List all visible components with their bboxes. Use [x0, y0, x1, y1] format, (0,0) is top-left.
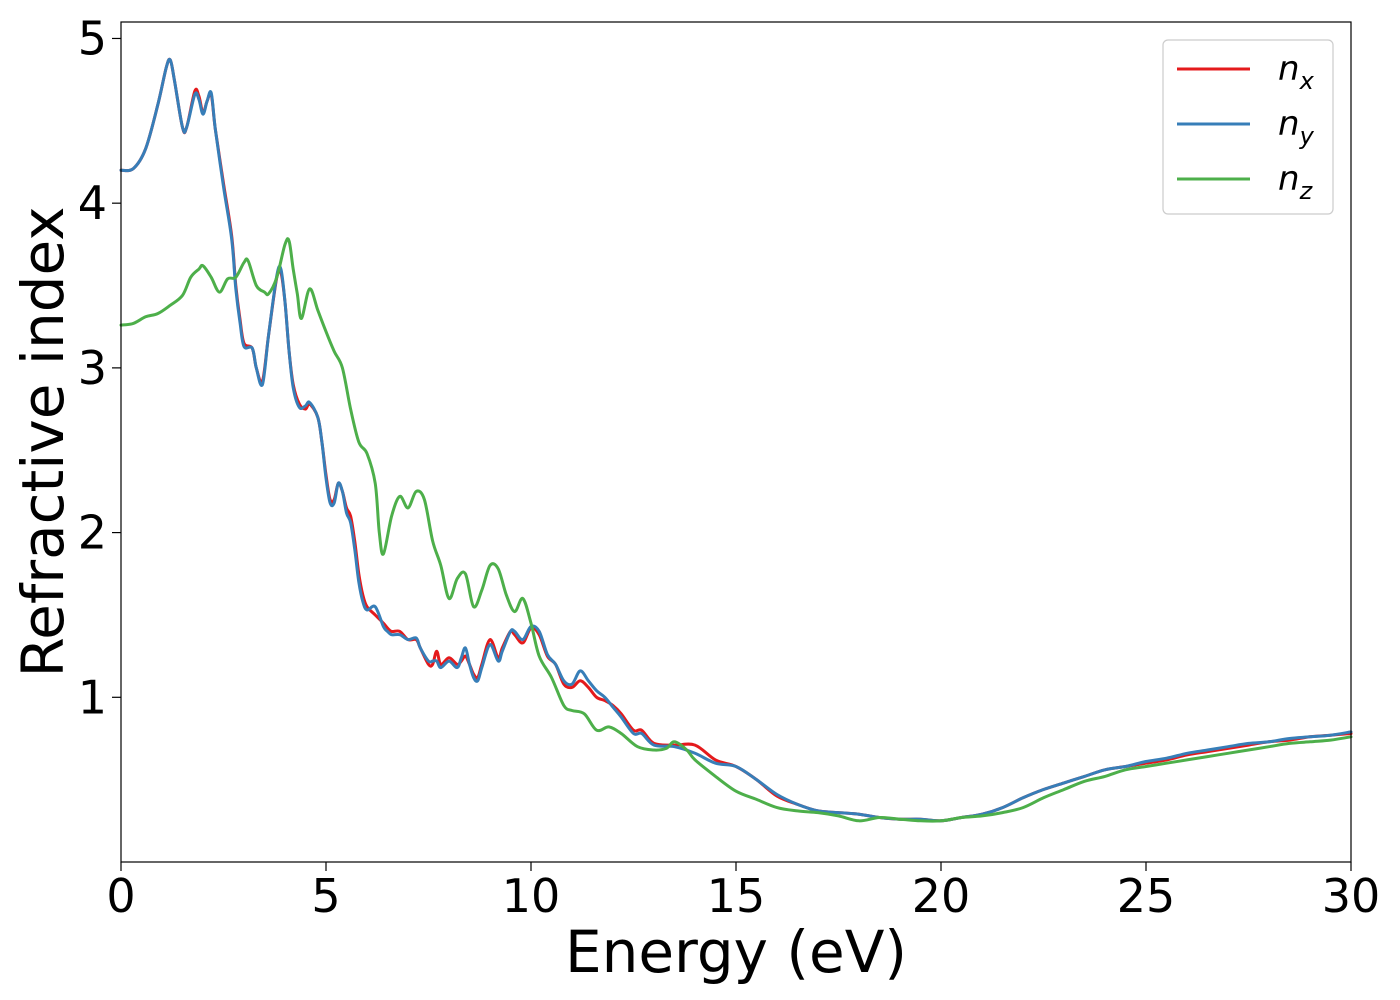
y-tick-label: 1 [78, 670, 107, 724]
legend-label-z: nz [1278, 159, 1314, 205]
x-tick-label: 10 [502, 869, 561, 923]
x-tick-label: 25 [1117, 869, 1176, 923]
y-axis-ticks: 1 2 3 4 5 [78, 11, 121, 724]
y-tick-label: 4 [78, 176, 107, 230]
series-layer [119, 57, 1353, 823]
x-tick-label: 5 [311, 869, 340, 923]
x-axis-label: Energy (eV) [565, 918, 907, 986]
plot-background [121, 22, 1351, 862]
legend-box [1162, 39, 1334, 215]
legend-label-x: nx [1278, 49, 1315, 95]
y-tick-label: 5 [78, 11, 107, 65]
x-tick-label: 20 [912, 869, 971, 923]
legend: nx ny nz [1162, 39, 1334, 215]
y-tick-label: 3 [78, 341, 107, 395]
x-tick-label: 30 [1322, 869, 1381, 923]
x-tick-label: 15 [707, 869, 766, 923]
legend-label-y: ny [1278, 104, 1315, 150]
x-tick-label: 0 [106, 869, 135, 923]
y-axis-label: Refractive index [9, 206, 77, 677]
x-axis-ticks: 0 5 10 15 20 25 30 [106, 862, 1380, 923]
y-tick-label: 2 [78, 506, 107, 560]
legend-items: nx ny nz [1177, 49, 1315, 205]
series-line-z [119, 237, 1353, 823]
